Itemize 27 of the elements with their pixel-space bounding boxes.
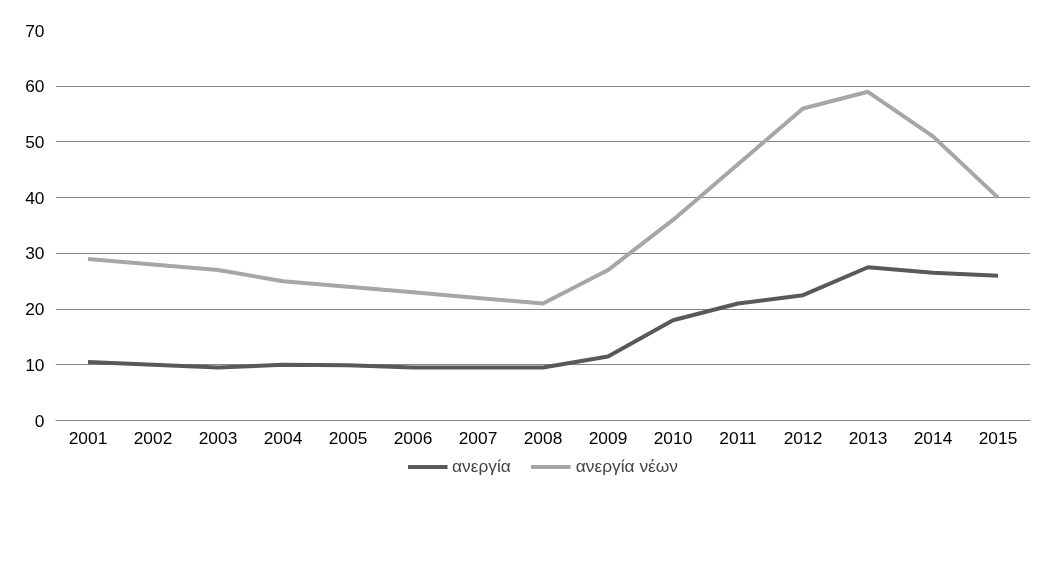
x-tick-label: 2008	[523, 427, 563, 448]
x-tick-label: 2009	[588, 427, 628, 448]
x-tick-label: 2015	[978, 427, 1018, 448]
x-tick-label: 2012	[783, 427, 823, 448]
x-tick-label: 2002	[133, 427, 173, 448]
x-tick-label: 2005	[328, 427, 368, 448]
y-tick-label: 60	[25, 76, 45, 97]
x-tick-label: 2003	[198, 427, 238, 448]
x-tick-label: 2004	[263, 427, 303, 448]
y-tick-label: 70	[25, 20, 45, 41]
line-series	[86, 89, 1000, 306]
x-tick-label: 2011	[719, 427, 757, 448]
x-tick-label: 2006	[393, 427, 433, 448]
y-tick-label: 30	[25, 243, 45, 264]
legend-label: ανεργία νέων	[575, 455, 678, 477]
x-tick-label: 2014	[913, 427, 953, 448]
legend-label: ανεργία	[452, 455, 511, 477]
x-tick-label: 2013	[848, 427, 888, 448]
y-tick-label: 20	[25, 299, 45, 320]
x-tick-label: 2010	[653, 427, 693, 448]
x-tick-label: 2001	[68, 427, 108, 448]
y-tick-label: 40	[25, 187, 45, 208]
line-series	[86, 265, 1000, 370]
y-tick-label: 10	[25, 354, 45, 375]
x-tick-label: 2007	[458, 427, 498, 448]
y-tick-label: 0	[34, 410, 45, 431]
y-tick-label: 50	[25, 131, 45, 152]
